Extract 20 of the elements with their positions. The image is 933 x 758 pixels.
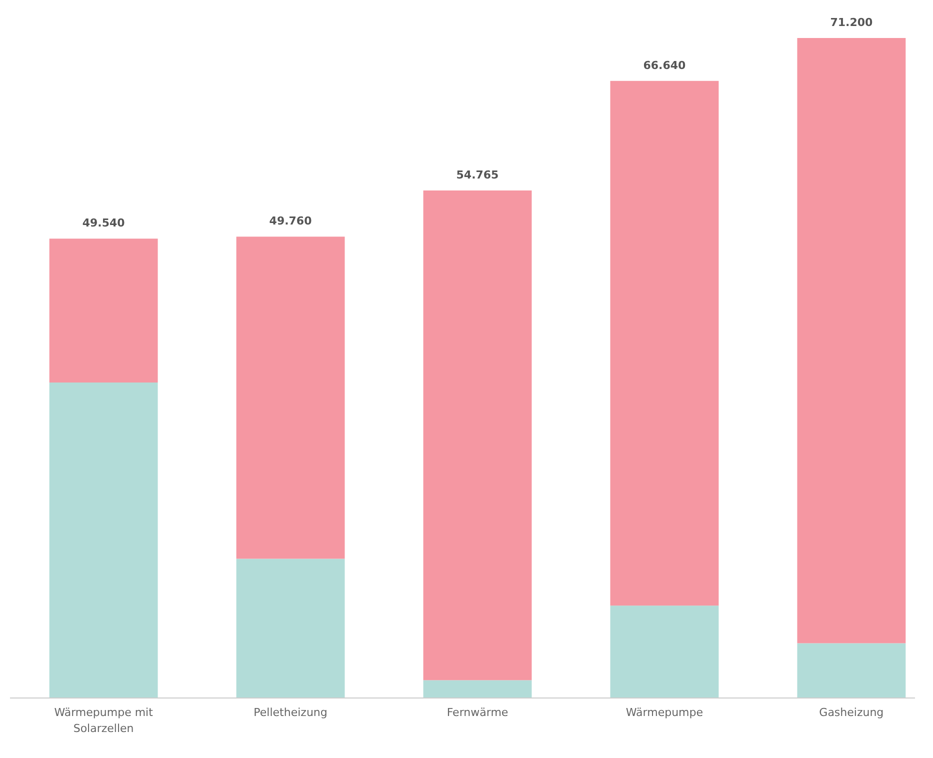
bar [236,236,345,559]
x-tick-label: Wärmepumpe [626,706,704,719]
bar [610,80,719,606]
bar [236,558,345,698]
x-tick-label: Gasheizung [819,706,884,719]
bar [49,238,158,383]
bar [610,606,719,698]
bar [797,643,906,698]
annotation: 49.760 [269,214,312,228]
bar [49,382,158,698]
x-tick-label: Pelletheizung [254,706,328,719]
bar [423,190,532,680]
bar [423,680,532,698]
bar [797,38,906,644]
x-tick-label: Fernwärme [446,706,508,719]
annotation: 66.640 [643,58,686,72]
annotation: 54.765 [456,168,499,182]
annotation: 49.540 [82,216,126,230]
annotation: 71.200 [830,16,873,29]
x-tick-label: Wärmepumpe mit Solarzellen [54,706,154,735]
